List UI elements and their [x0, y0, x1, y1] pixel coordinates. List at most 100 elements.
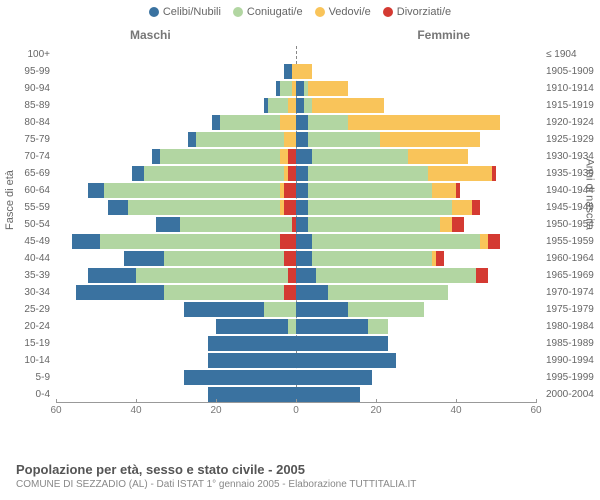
seg-married: [100, 234, 280, 249]
bar-male: [184, 370, 296, 385]
seg-widowed: [280, 115, 296, 130]
seg-married: [308, 115, 348, 130]
pyramid-row: [56, 199, 536, 216]
age-label: 55-59: [0, 199, 54, 216]
age-label: 45-49: [0, 233, 54, 250]
seg-divorced: [476, 268, 488, 283]
birth-label: 1965-1969: [542, 267, 600, 284]
footer: Popolazione per età, sesso e stato civil…: [16, 462, 416, 490]
birth-label: 1935-1939: [542, 165, 600, 182]
bar-female: [296, 166, 496, 181]
seg-single: [296, 302, 348, 317]
pyramid-row: [56, 369, 536, 386]
bar-male: [156, 217, 296, 232]
seg-widowed: [452, 200, 472, 215]
pyramid-row: [56, 318, 536, 335]
plot-area: 6040200204060: [56, 46, 536, 403]
seg-divorced: [288, 166, 296, 181]
seg-divorced: [288, 149, 296, 164]
pyramid-row: [56, 233, 536, 250]
bar-female: [296, 115, 500, 130]
bar-female: [296, 285, 448, 300]
bar-female: [296, 217, 464, 232]
age-label: 10-14: [0, 352, 54, 369]
male-label: Maschi: [130, 28, 171, 42]
seg-single: [296, 166, 308, 181]
birth-label: 1960-1964: [542, 250, 600, 267]
pyramid-row: [56, 80, 536, 97]
birth-label: 1945-1949: [542, 199, 600, 216]
seg-single: [296, 81, 304, 96]
seg-single: [284, 64, 292, 79]
seg-married: [316, 268, 476, 283]
seg-married: [328, 285, 448, 300]
seg-single: [88, 268, 136, 283]
bar-male: [276, 81, 296, 96]
birth-label: 1920-1924: [542, 114, 600, 131]
age-labels: 100+95-9990-9485-8980-8475-7970-7465-696…: [0, 46, 54, 403]
birth-label: 1995-1999: [542, 369, 600, 386]
birth-label: 1950-1954: [542, 216, 600, 233]
seg-single: [208, 336, 296, 351]
seg-single: [216, 319, 288, 334]
legend-item: Celibi/Nubili: [149, 6, 221, 18]
x-tick: 0: [293, 405, 299, 416]
legend: Celibi/NubiliConiugati/eVedovi/eDivorzia…: [0, 6, 600, 18]
pyramid-row: [56, 335, 536, 352]
bar-male: [152, 149, 296, 164]
age-label: 80-84: [0, 114, 54, 131]
seg-single: [296, 217, 308, 232]
bar-male: [72, 234, 296, 249]
age-label: 90-94: [0, 80, 54, 97]
seg-divorced: [284, 251, 296, 266]
seg-single: [132, 166, 144, 181]
x-tick: 20: [370, 405, 381, 416]
bar-female: [296, 251, 444, 266]
bar-female: [296, 319, 388, 334]
seg-married: [264, 302, 296, 317]
seg-widowed: [284, 132, 296, 147]
birth-label: 1930-1934: [542, 148, 600, 165]
seg-married: [308, 132, 380, 147]
seg-married: [312, 251, 432, 266]
bar-male: [108, 200, 296, 215]
seg-married: [144, 166, 284, 181]
seg-widowed: [296, 64, 312, 79]
bar-male: [188, 132, 296, 147]
pyramid-row: [56, 352, 536, 369]
pyramid-row: [56, 267, 536, 284]
seg-married: [312, 149, 408, 164]
seg-widowed: [480, 234, 488, 249]
seg-single: [296, 319, 368, 334]
birth-label: 1940-1944: [542, 182, 600, 199]
seg-married: [104, 183, 280, 198]
seg-widowed: [280, 149, 288, 164]
birth-label: ≤ 1904: [542, 46, 600, 63]
age-label: 0-4: [0, 386, 54, 403]
seg-married: [220, 115, 280, 130]
seg-single: [208, 387, 296, 402]
seg-single: [296, 251, 312, 266]
bar-male: [76, 285, 296, 300]
seg-divorced: [288, 268, 296, 283]
seg-divorced: [436, 251, 444, 266]
bar-female: [296, 268, 488, 283]
x-tick: 40: [450, 405, 461, 416]
bar-female: [296, 64, 312, 79]
seg-married: [308, 200, 452, 215]
age-label: 95-99: [0, 63, 54, 80]
bar-female: [296, 387, 360, 402]
bar-male: [88, 268, 296, 283]
bar-female: [296, 302, 424, 317]
pyramid-chart: Celibi/NubiliConiugati/eVedovi/eDivorzia…: [0, 0, 600, 500]
seg-single: [296, 387, 360, 402]
pyramid-row: [56, 250, 536, 267]
bar-female: [296, 132, 480, 147]
age-label: 40-44: [0, 250, 54, 267]
age-label: 35-39: [0, 267, 54, 284]
pyramid-row: [56, 216, 536, 233]
bar-female: [296, 370, 372, 385]
birth-label: 1915-1919: [542, 97, 600, 114]
age-label: 70-74: [0, 148, 54, 165]
age-label: 25-29: [0, 301, 54, 318]
